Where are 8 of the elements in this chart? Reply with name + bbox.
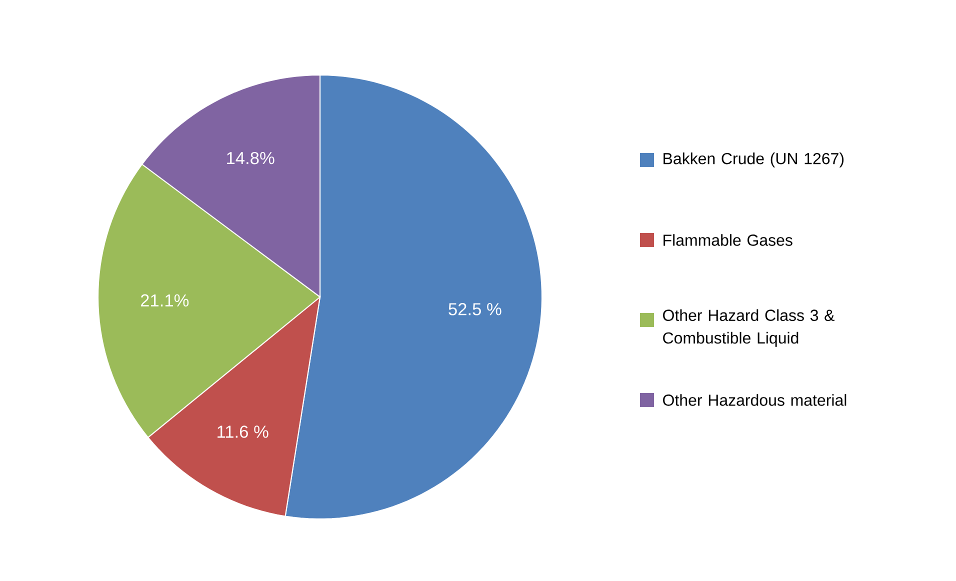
data-label: 21.1%	[140, 294, 189, 307]
legend-label: Bakken Crude (UN 1267)	[664, 152, 844, 168]
legend-label: Flammable Gases	[664, 234, 792, 246]
data-label: 52.5 %	[448, 303, 502, 316]
legend-label: Other Hazard Class 3 & Combustible Liquid	[663, 309, 834, 347]
data-label: 11.6 %	[218, 426, 268, 438]
data-label: 14.8%	[227, 152, 274, 164]
legend-label: Other Hazardous material	[663, 394, 846, 406]
